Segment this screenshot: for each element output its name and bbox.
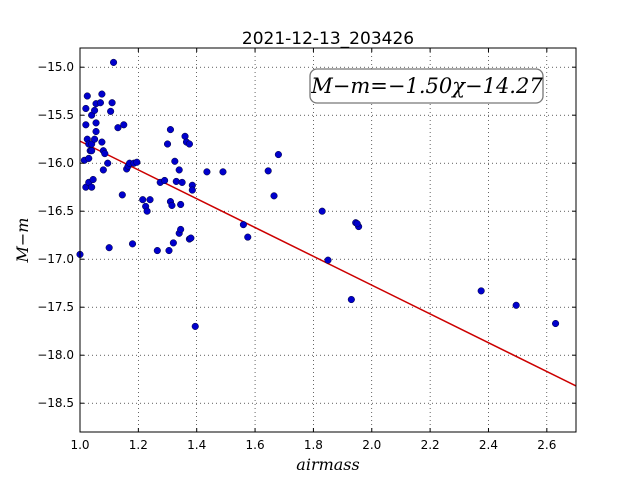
x-tick-label: 1.8 bbox=[304, 438, 323, 452]
y-tick-label: −18.0 bbox=[37, 348, 74, 362]
y-tick-label: −15.5 bbox=[37, 108, 74, 122]
data-point bbox=[165, 247, 173, 255]
data-point bbox=[92, 127, 100, 136]
data-point bbox=[91, 106, 99, 114]
data-point bbox=[107, 107, 115, 115]
y-axis-label: M−m bbox=[13, 218, 32, 264]
x-tick-label: 1.0 bbox=[70, 438, 89, 452]
data-point bbox=[175, 166, 183, 174]
data-point bbox=[104, 159, 112, 167]
data-point bbox=[88, 147, 96, 155]
y-tick-label: −16.0 bbox=[37, 156, 74, 170]
grid bbox=[79, 48, 576, 432]
data-point bbox=[347, 295, 355, 304]
data-point bbox=[187, 234, 195, 242]
data-point bbox=[264, 167, 272, 175]
data-point bbox=[166, 126, 174, 134]
data-point bbox=[239, 221, 247, 229]
data-point bbox=[143, 207, 151, 215]
data-point bbox=[99, 166, 107, 174]
x-tick-label: 1.6 bbox=[246, 438, 265, 452]
data-point bbox=[177, 200, 185, 209]
data-point bbox=[191, 322, 199, 330]
x-axis-label: airmass bbox=[296, 455, 359, 474]
data-point bbox=[153, 247, 161, 255]
data-point bbox=[98, 138, 106, 146]
data-point bbox=[89, 175, 97, 184]
data-point bbox=[168, 201, 176, 209]
chart-title: 2021-12-13_203426 bbox=[242, 29, 414, 49]
data-point bbox=[101, 150, 109, 158]
data-point bbox=[477, 287, 485, 295]
x-tick-label: 1.4 bbox=[187, 438, 206, 452]
data-point bbox=[512, 301, 520, 309]
data-point bbox=[114, 124, 122, 132]
data-point bbox=[91, 135, 99, 143]
equation-text: M−m=−1.50χ−14.27 bbox=[310, 74, 543, 98]
x-tick-label: 2.2 bbox=[421, 438, 440, 452]
data-point bbox=[177, 225, 185, 233]
axis-ticks: 1.0 1.2 1.4 1.6 1.8 2.0 2.2 2.4 2.6 −15.0 −15.5 −16… bbox=[37, 48, 576, 452]
y-tick-label: −17.5 bbox=[37, 300, 74, 314]
data-point bbox=[128, 240, 137, 248]
x-tick-label: 1.2 bbox=[129, 438, 148, 452]
data-point bbox=[219, 168, 227, 176]
data-point bbox=[139, 196, 147, 204]
x-tick-label: 2.0 bbox=[362, 438, 381, 452]
data-point bbox=[270, 192, 278, 200]
data-point bbox=[172, 177, 180, 185]
data-point bbox=[105, 244, 113, 252]
data-point bbox=[318, 207, 326, 215]
data-point bbox=[110, 58, 118, 66]
data-point bbox=[169, 239, 177, 247]
data-point bbox=[203, 168, 211, 176]
plot-frame bbox=[79, 47, 577, 433]
data-point bbox=[552, 319, 560, 328]
data-point bbox=[88, 183, 96, 191]
y-tick-label: −16.5 bbox=[37, 204, 74, 218]
data-point bbox=[181, 132, 189, 140]
data-point bbox=[98, 90, 106, 98]
data-point bbox=[146, 196, 154, 204]
data-point bbox=[133, 158, 141, 166]
data-points bbox=[76, 58, 560, 330]
data-point bbox=[82, 121, 90, 129]
data-point bbox=[118, 191, 126, 199]
data-point bbox=[353, 220, 361, 228]
data-point bbox=[85, 154, 93, 162]
data-point bbox=[324, 256, 332, 264]
data-point bbox=[178, 178, 186, 186]
equation-box: M−m=−1.50χ−14.27 bbox=[309, 68, 544, 104]
data-point bbox=[161, 176, 169, 185]
data-point bbox=[185, 140, 193, 148]
data-point bbox=[92, 119, 100, 127]
x-tick-label: 2.4 bbox=[479, 438, 498, 452]
data-point bbox=[120, 121, 128, 129]
y-tick-label: −15.0 bbox=[37, 60, 74, 74]
data-point bbox=[108, 99, 116, 107]
data-point bbox=[244, 233, 252, 241]
data-point bbox=[188, 186, 196, 194]
data-point bbox=[82, 104, 90, 113]
y-tick-label: −17.0 bbox=[37, 252, 74, 266]
y-tick-label: −18.5 bbox=[37, 396, 74, 410]
data-point bbox=[163, 140, 172, 148]
data-point bbox=[96, 99, 104, 107]
data-point bbox=[274, 151, 282, 159]
x-tick-label: 2.6 bbox=[537, 438, 556, 452]
data-point bbox=[171, 157, 179, 165]
data-point bbox=[83, 92, 91, 100]
